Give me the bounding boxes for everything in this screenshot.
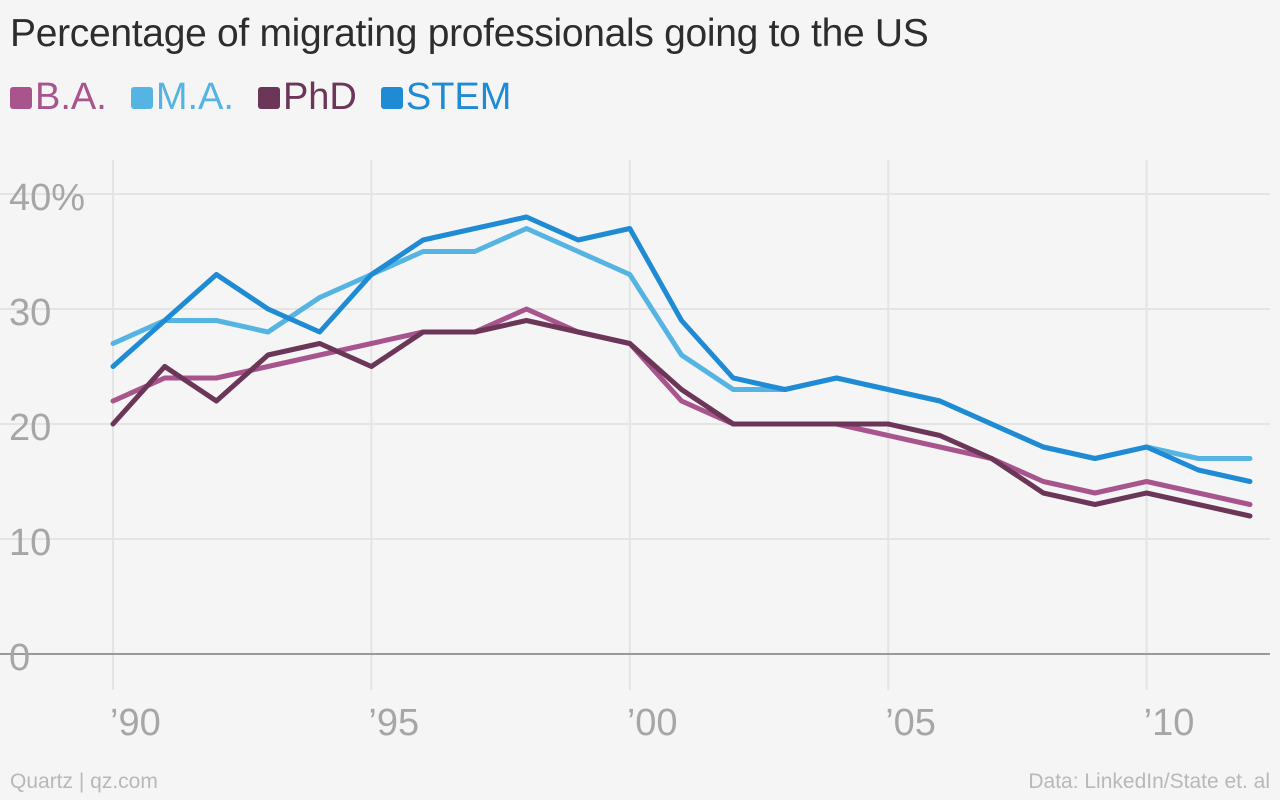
x-tick-label: ’00 [627,702,678,744]
y-tick-label: 20 [9,407,51,449]
series-layer [110,214,1253,519]
series-line-ba [110,306,1253,507]
x-tick-label: ’95 [368,702,419,744]
legend-swatch-ma [130,86,153,109]
y-tick-label: 0 [9,637,30,679]
legend-label-ma: M.A. [155,76,234,118]
footer-credit: Quartz | qz.com [10,770,158,793]
chart-title: Percentage of migrating professionals go… [10,12,929,55]
legend-swatch-ba [10,86,32,109]
legend-label-stem: STEM [405,76,512,118]
x-tick-label: ’10 [1144,702,1195,744]
x-tick-label: ’05 [885,702,936,744]
footer-source: Data: LinkedIn/State et. al [1028,770,1270,793]
series-line-stem [110,214,1253,484]
legend-label-ba: B.A. [35,76,107,118]
legend-label-phd: PhD [282,76,357,118]
tick-label-layer: 0 10 20 30 40% ’90 ’95 ’00 ’05 ’10 [9,177,1194,744]
legend-item-stem: STEM [380,76,512,119]
legend-swatch-phd [257,86,280,109]
legend-item-ma: M.A. [130,76,234,119]
legend-swatch-stem [380,86,403,109]
legend-item-ba: B.A. [10,76,107,119]
y-tick-label: 40% [9,177,85,219]
legend-item-phd: PhD [257,76,357,119]
chart-legend: B.A. M.A. PhD STEM [10,76,535,119]
x-tick-label: ’90 [110,702,161,744]
series-line-phd [110,318,1253,519]
y-tick-label: 30 [9,292,51,334]
y-tick-label: 10 [9,522,51,564]
